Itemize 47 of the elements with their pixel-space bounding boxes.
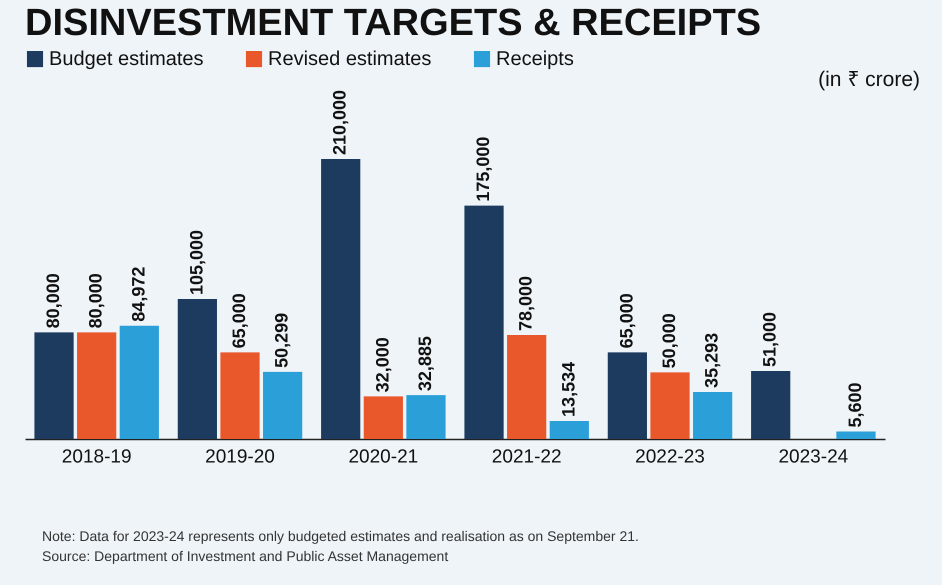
x-tick-label: 2021-22 [492,446,562,468]
data-label: 78,000 [516,276,536,331]
data-label: 50,299 [272,312,292,368]
data-label: 210,000 [330,90,350,155]
bar [120,326,159,439]
bar [550,420,589,439]
x-tick-label: 2019-20 [205,446,275,468]
bar [608,352,647,439]
data-label: 32,885 [414,336,435,392]
legend-label: Budget estimates [49,48,204,70]
data-label: 50,000 [659,313,679,368]
bar [751,371,790,439]
bar [263,372,302,439]
data-label: 84,972 [128,266,148,322]
data-label: 175,000 [473,136,494,202]
x-tick-label: 2020-21 [348,446,418,468]
data-label: 105,000 [186,230,206,295]
text: Note: Data for 2023-24 represents only budgeted estimates and realisation as on September 21. [42,527,639,546]
x-tick-label: 2023-24 [778,446,849,468]
data-label: 51,000 [760,312,780,367]
bar [77,332,116,439]
bar [464,206,504,439]
data-label: 65,000 [616,293,636,348]
bar [220,352,260,439]
bar [34,332,74,439]
chart-subtitle: (in ₹ crore) [818,67,920,92]
bar [321,159,360,439]
bar [406,395,446,439]
legend-label: Revised estimates [268,48,432,70]
data-label: 80,000 [86,273,106,328]
chart-title: DISINVESTMENT TARGETS & RECEIPTS [25,2,762,44]
data-label: 80,000 [43,273,64,328]
bar [693,392,732,439]
bar [650,372,690,439]
data-label: 65,000 [229,293,249,348]
bar [836,432,876,439]
data-label: 13,534 [558,362,578,417]
x-tick-label: 2018-19 [62,446,132,468]
legend-label: Receipts [496,48,574,70]
bar [364,396,403,439]
bar [507,335,546,439]
source-note: Source: Department of Investment and Public Asset Management [42,547,450,566]
data-label: 35,293 [702,332,722,388]
x-tick-label: 2022-23 [635,446,705,468]
data-label: 32,000 [372,337,392,392]
data-label: 5,600 [844,382,865,428]
bar [178,299,217,439]
